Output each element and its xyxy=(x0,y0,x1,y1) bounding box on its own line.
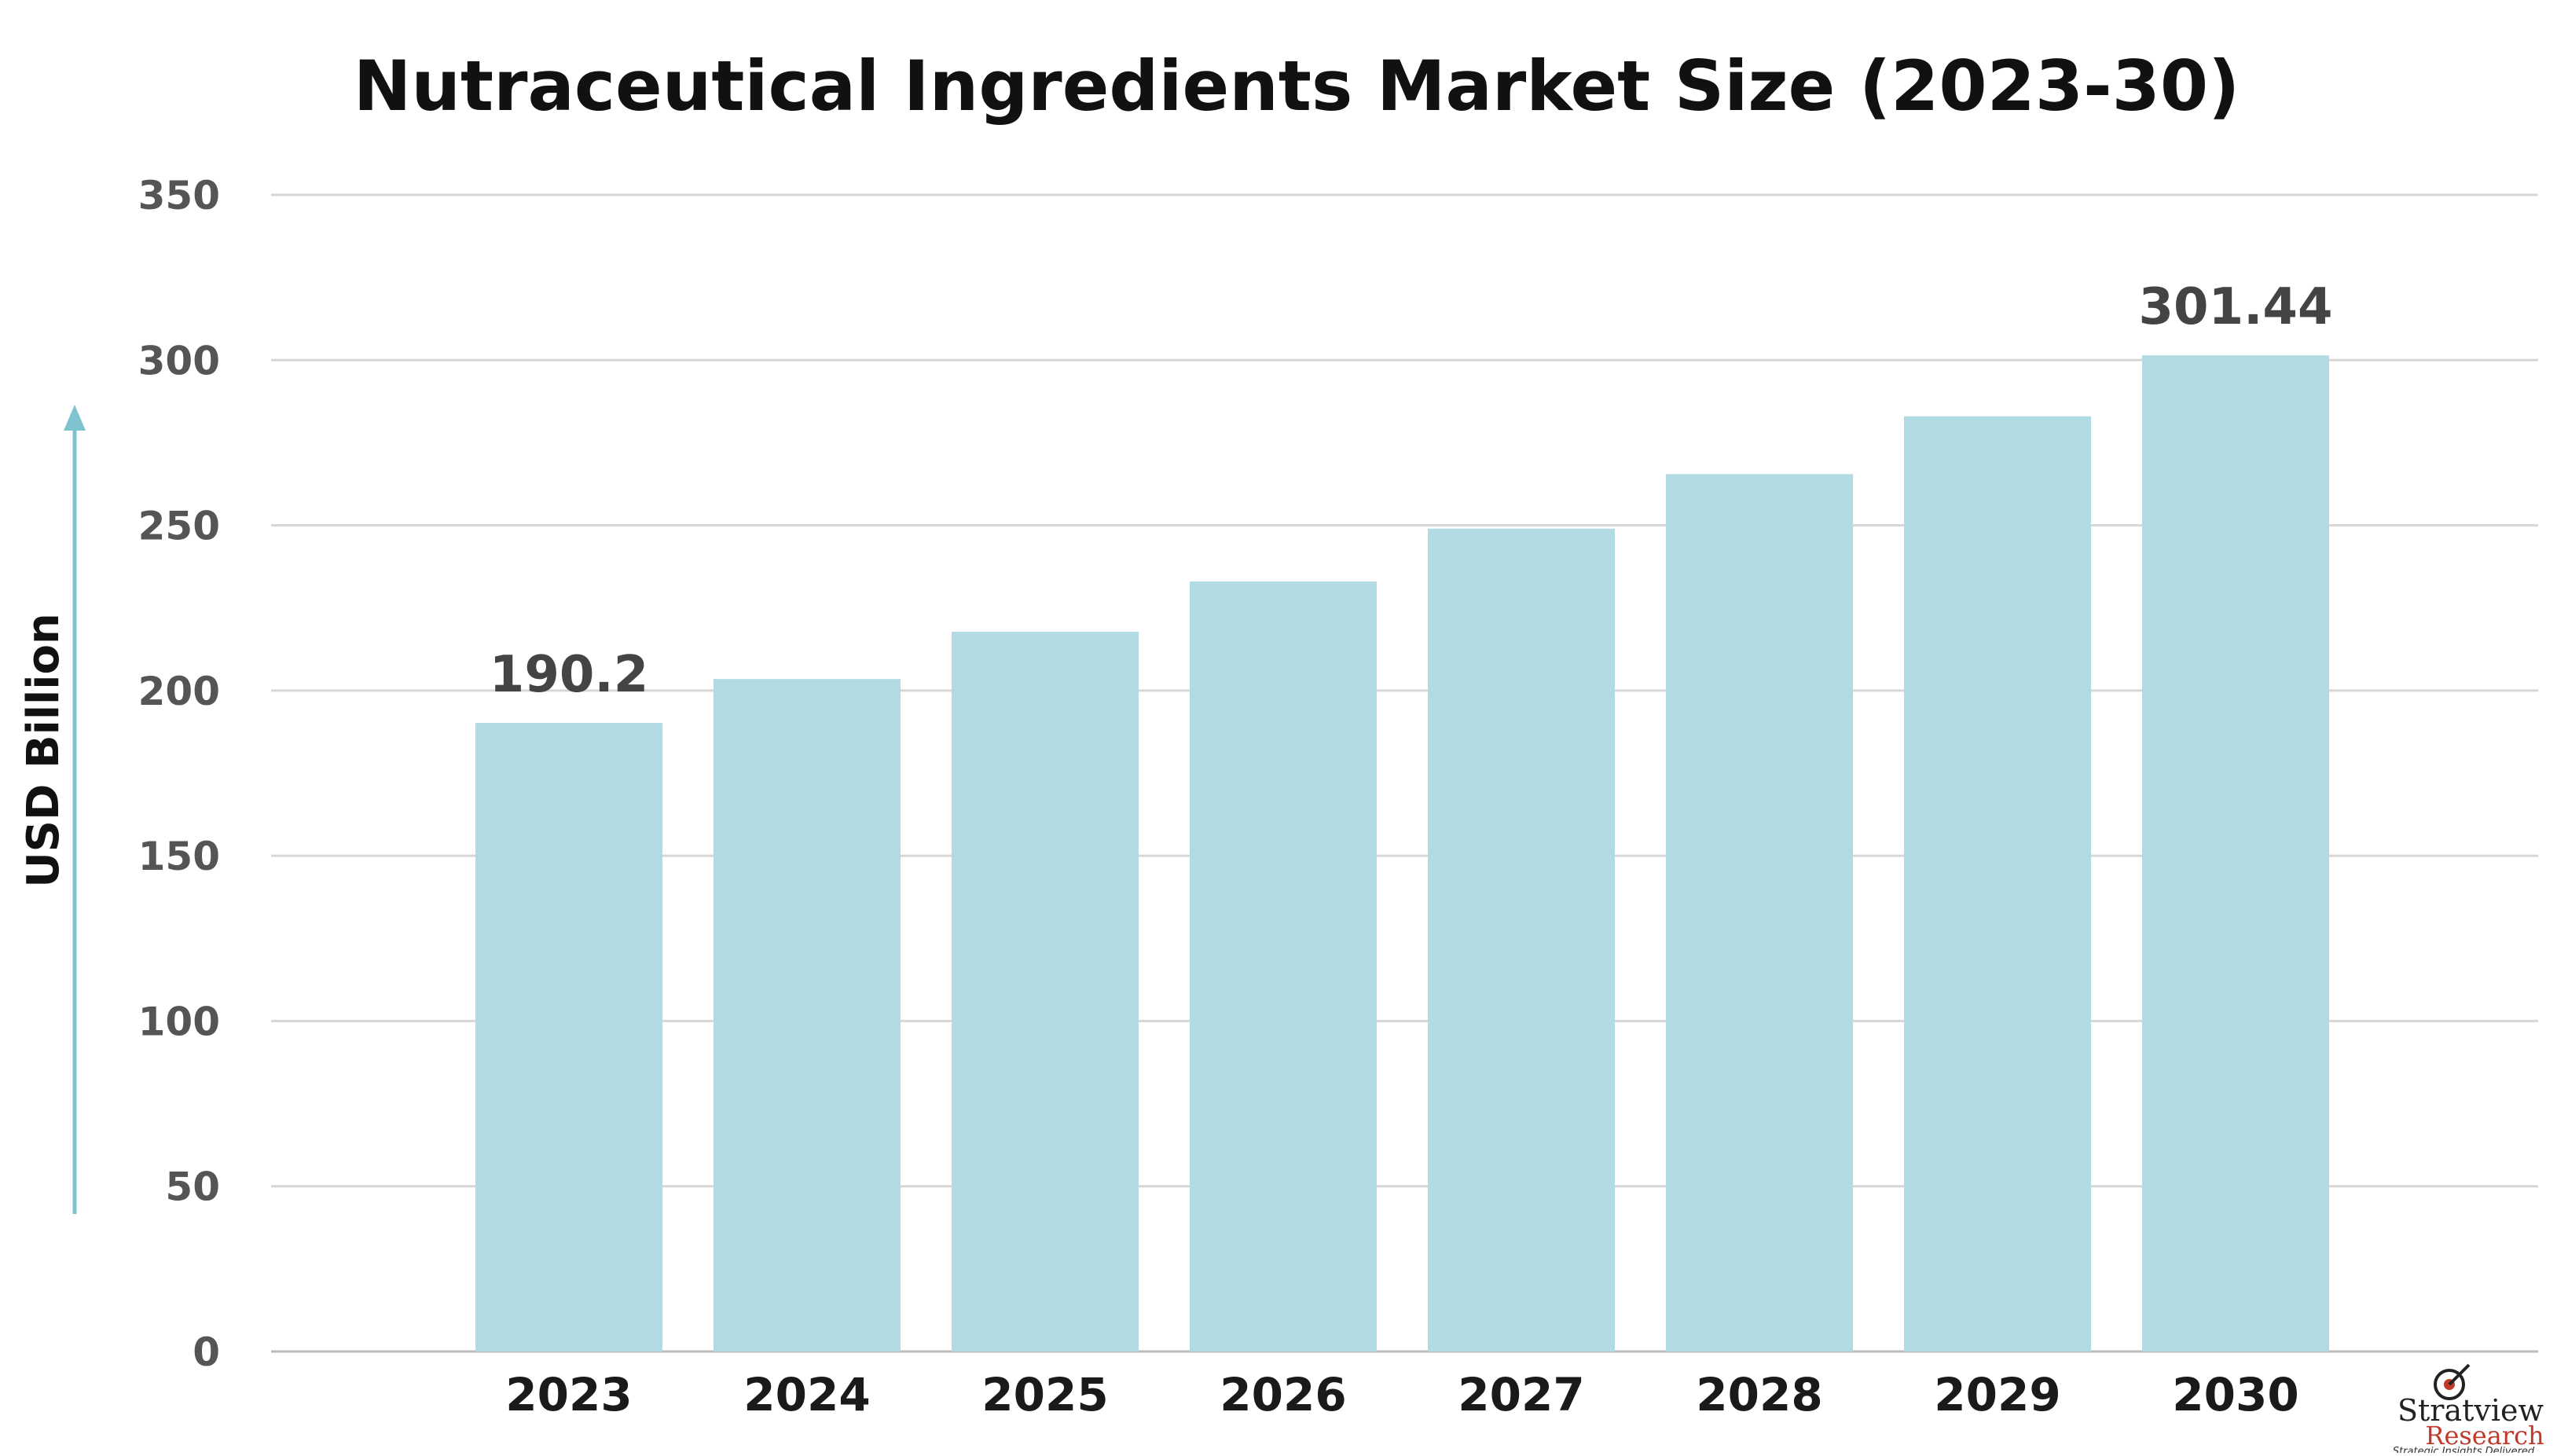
x-tick-label: 2030 xyxy=(2172,1368,2298,1421)
y-tick-label: 50 xyxy=(165,1164,220,1210)
stratview-logo: Stratview Research Strategic Insights De… xyxy=(2393,1363,2544,1456)
x-tick-label: 2023 xyxy=(505,1368,632,1421)
y-tick-label: 300 xyxy=(138,338,220,383)
y-tick-label: 100 xyxy=(138,999,220,1044)
arrow-up-icon xyxy=(64,405,86,431)
bar xyxy=(1666,474,1853,1352)
x-tick-label: 2029 xyxy=(1934,1368,2060,1421)
logo-name: Stratview xyxy=(2397,1393,2544,1428)
y-tick-label: 150 xyxy=(138,834,220,879)
bar xyxy=(1904,416,2091,1351)
y-axis-title: USD Billion xyxy=(18,613,69,888)
logo-tagline: Strategic Insights Delivered xyxy=(2393,1446,2535,1453)
target-icon xyxy=(2434,1369,2465,1400)
x-tick-label: 2025 xyxy=(981,1368,1108,1421)
bar xyxy=(2142,355,2329,1351)
y-tick-label: 200 xyxy=(138,669,220,714)
y-tick-label: 250 xyxy=(138,504,220,549)
data-labels: 190.2 301.44 xyxy=(490,278,2333,704)
bars xyxy=(475,355,2329,1352)
x-tick-label: 2027 xyxy=(1458,1368,1584,1421)
bar xyxy=(952,631,1139,1351)
chart-title: Nutraceutical Ingredients Market Size (2… xyxy=(354,46,2240,127)
y-axis-ticks: 0 50 100 150 200 250 300 350 xyxy=(138,173,220,1375)
x-axis-ticks: 2023 2024 2025 2026 2027 2028 2029 2030 xyxy=(505,1368,2298,1421)
x-tick-label: 2024 xyxy=(743,1368,870,1421)
y-axis-title-group: USD Billion xyxy=(18,405,86,1214)
data-label: 301.44 xyxy=(2139,278,2333,336)
x-tick-label: 2026 xyxy=(1220,1368,1346,1421)
data-label: 190.2 xyxy=(490,646,648,704)
bar xyxy=(475,723,662,1351)
bar xyxy=(1190,581,1377,1351)
logo-sub: Research xyxy=(2425,1421,2544,1450)
bar xyxy=(1428,528,1615,1352)
y-tick-label: 350 xyxy=(138,173,220,218)
target-arrow-icon xyxy=(2448,1363,2471,1386)
y-tick-label: 0 xyxy=(193,1329,220,1375)
x-tick-label: 2028 xyxy=(1696,1368,1822,1421)
bar xyxy=(714,679,901,1351)
